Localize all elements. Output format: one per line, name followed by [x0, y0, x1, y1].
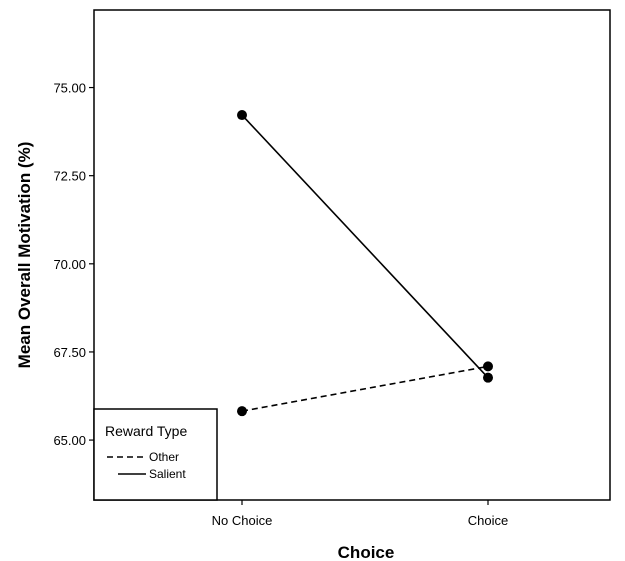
y-tick-label: 72.50	[53, 169, 86, 184]
y-tick-label: 75.00	[53, 81, 86, 96]
data-point-salient	[237, 110, 247, 121]
x-axis-ticks: No Choice Choice	[212, 500, 508, 528]
y-axis-title: Mean Overall Motivation (%)	[15, 142, 34, 369]
data-point-other	[237, 406, 247, 417]
y-tick-label: 70.00	[53, 257, 86, 272]
y-axis-ticks: 65.00 67.50 70.00 72.50 75.00	[53, 81, 94, 448]
data-point-salient	[483, 372, 493, 383]
series-line-salient	[241, 114, 489, 379]
y-tick-label: 65.00	[53, 433, 86, 448]
plot-frame	[93, 9, 611, 501]
legend-label-other: Other	[149, 450, 179, 464]
x-tick-label: No Choice	[212, 513, 273, 528]
x-tick-label: Choice	[468, 513, 508, 528]
series-layer	[237, 110, 493, 417]
x-axis-title: Choice	[338, 543, 395, 561]
legend-title: Reward Type	[105, 423, 187, 439]
legend-label-salient: Salient	[149, 467, 186, 481]
series-line-other	[241, 365, 489, 412]
data-point-other	[483, 361, 493, 372]
legend: Reward Type Other Salient	[93, 408, 218, 501]
legend-box	[93, 408, 218, 501]
y-tick-label: 67.50	[53, 345, 86, 360]
